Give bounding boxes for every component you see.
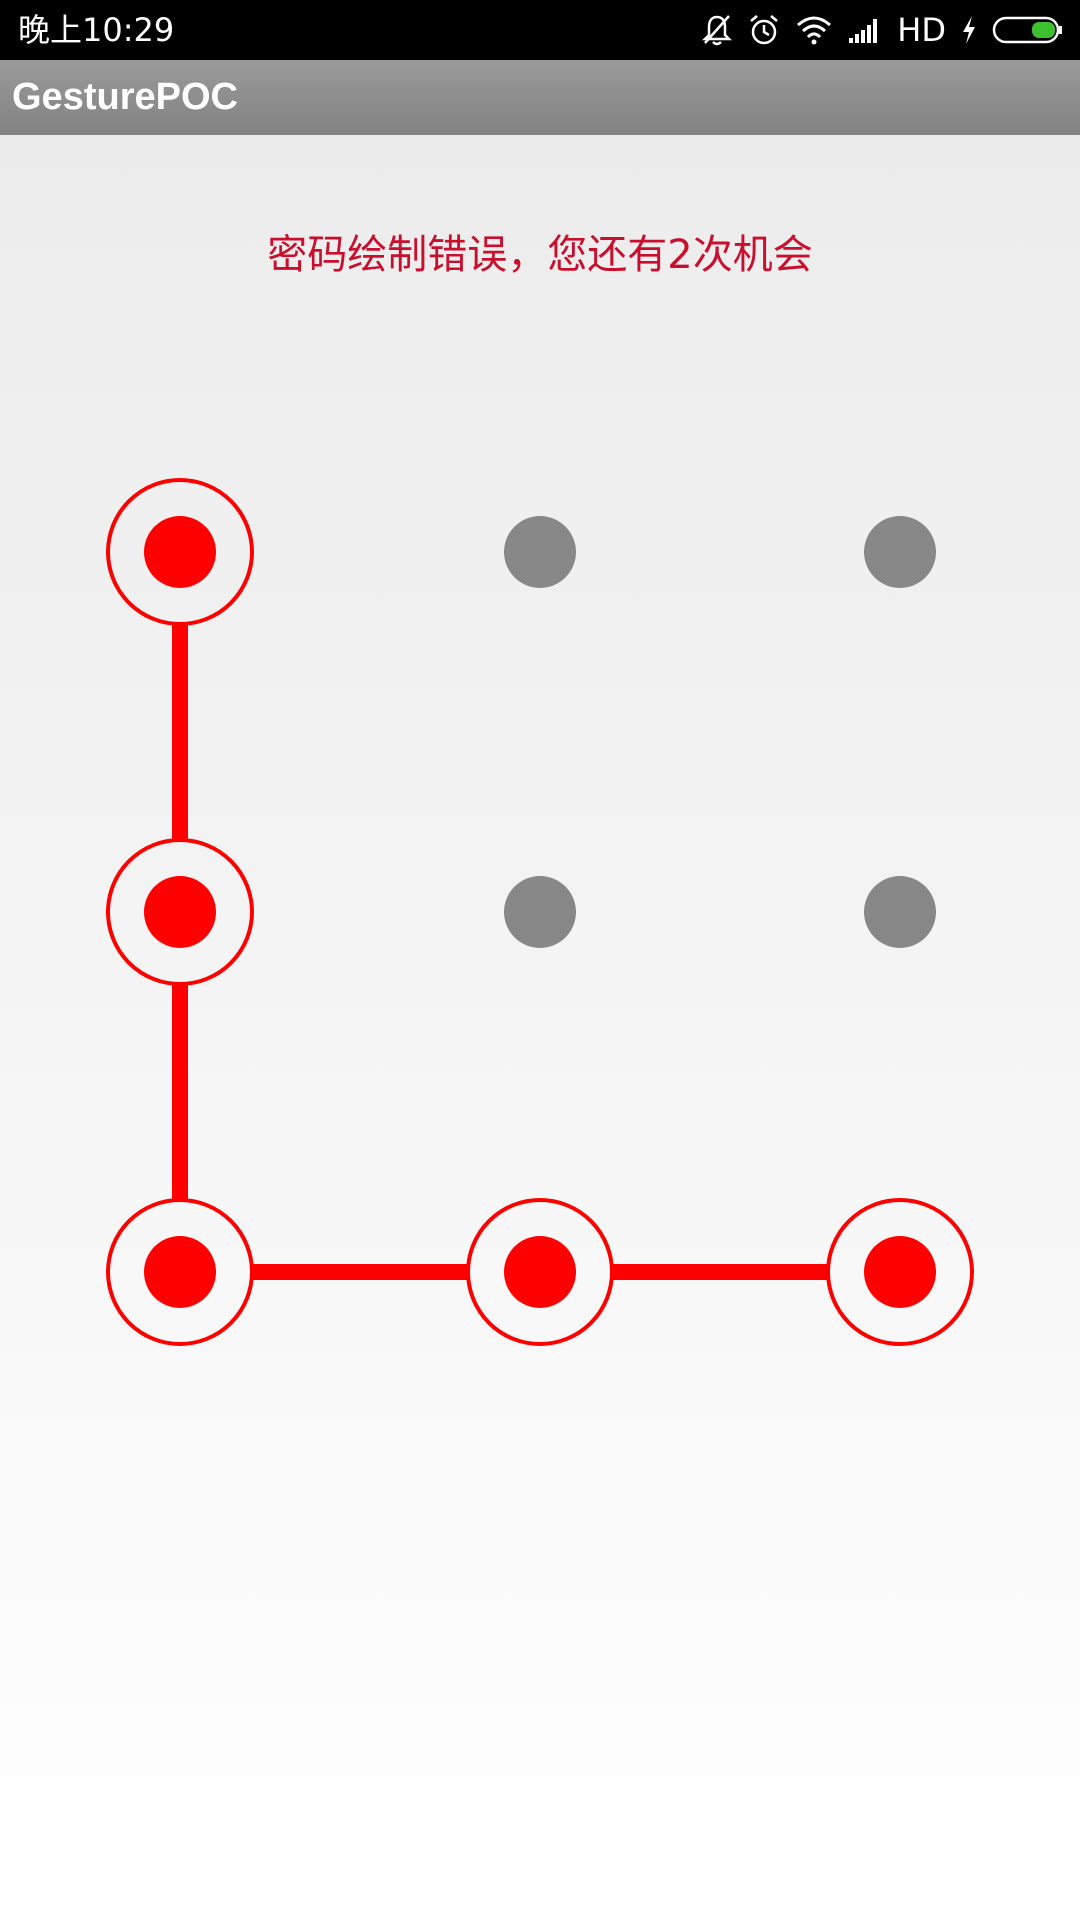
pattern-dot-2[interactable] xyxy=(504,516,576,588)
pattern-dot-3[interactable] xyxy=(864,516,936,588)
pattern-dot-9[interactable] xyxy=(826,1198,974,1346)
pattern-dot-8[interactable] xyxy=(466,1198,614,1346)
network-type-label: HD xyxy=(897,11,946,49)
pattern-dot-4[interactable] xyxy=(106,838,254,986)
bell-off-icon xyxy=(701,13,733,47)
dot-core xyxy=(864,876,936,948)
dot-ring xyxy=(106,478,254,626)
dot-ring xyxy=(826,1198,974,1346)
pattern-dot-1[interactable] xyxy=(106,478,254,626)
pattern-dot-5[interactable] xyxy=(504,876,576,948)
gesture-error-message: 密码绘制错误，您还有2次机会 xyxy=(267,232,813,278)
wifi-icon xyxy=(795,15,833,45)
dot-core xyxy=(504,876,576,948)
battery-icon xyxy=(992,15,1064,45)
dot-ring xyxy=(106,1198,254,1346)
pattern-dots xyxy=(106,478,974,1346)
alarm-clock-icon xyxy=(747,13,781,47)
charging-bolt-icon xyxy=(960,15,978,45)
dot-ring xyxy=(106,838,254,986)
app-bar: GesturePOC xyxy=(0,60,1080,135)
dot-core xyxy=(144,1236,216,1308)
status-bar: 晚上10:29 xyxy=(0,0,1080,60)
dot-core xyxy=(504,1236,576,1308)
pattern-dot-6[interactable] xyxy=(864,876,936,948)
dot-ring xyxy=(466,1198,614,1346)
dot-core xyxy=(504,516,576,588)
status-icons: HD xyxy=(701,0,1064,60)
dot-core xyxy=(144,516,216,588)
app-title: GesturePOC xyxy=(12,76,238,118)
pattern-path xyxy=(172,624,828,1280)
dot-core xyxy=(144,876,216,948)
dot-core xyxy=(864,516,936,588)
dot-core xyxy=(864,1236,936,1308)
pattern-dot-7[interactable] xyxy=(106,1198,254,1346)
signal-icon xyxy=(847,16,883,44)
status-time: 晚上10:29 xyxy=(18,11,175,49)
